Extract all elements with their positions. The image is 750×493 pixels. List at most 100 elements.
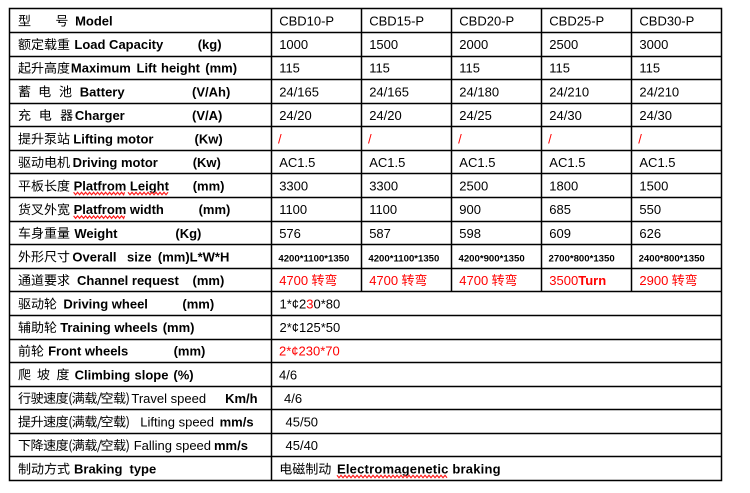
svg-text:3300: 3300 [369,179,398,194]
svg-text:(mm): (mm) [193,273,225,288]
svg-text:AC1.5: AC1.5 [459,155,495,170]
svg-text:1*¢230*80: 1*¢230*80 [280,297,341,312]
svg-text:/: / [548,131,552,146]
svg-text:24/165: 24/165 [369,84,409,99]
svg-text:24/25: 24/25 [459,108,492,123]
svg-text:/: / [458,131,462,146]
svg-text:Electromagenetic braking: Electromagenetic braking [337,462,501,477]
svg-text:115: 115 [369,61,390,76]
svg-text:24/20: 24/20 [279,108,312,123]
svg-text:24/210: 24/210 [639,84,679,99]
svg-text:1100: 1100 [369,202,397,217]
svg-text:Lifting motor: Lifting motor [73,131,153,146]
svg-text:(V/Ah): (V/Ah) [192,84,230,99]
svg-text:4700: 4700 [459,273,488,288]
svg-text:1000: 1000 [279,37,308,52]
svg-text:Weight: Weight [74,226,118,241]
svg-text:(mm): (mm) [163,320,195,335]
svg-text:4700: 4700 [279,273,308,288]
svg-text:AC1.5: AC1.5 [369,155,405,170]
svg-text:AC1.5: AC1.5 [549,155,585,170]
svg-text:Charger: Charger [75,108,125,123]
svg-text:Platfrom width: Platfrom width [74,202,164,217]
svg-text:4200*1100*1350: 4200*1100*1350 [278,253,349,264]
svg-text:3300: 3300 [279,179,308,194]
svg-text:24/30: 24/30 [549,108,582,123]
svg-text:24/210: 24/210 [549,84,589,99]
svg-text:2*¢230*70: 2*¢230*70 [279,344,340,359]
svg-text:Channel request: Channel request [77,273,180,288]
svg-text:115: 115 [549,61,570,76]
svg-text:mm/s: mm/s [220,414,254,429]
svg-text:1500: 1500 [639,179,668,194]
svg-text:CBD20-P: CBD20-P [459,14,514,29]
svg-text:609: 609 [549,226,571,241]
svg-text:115: 115 [459,61,480,76]
svg-text:Front wheels: Front wheels [48,344,128,359]
svg-text:/: / [278,131,282,146]
svg-text:24/165: 24/165 [279,84,319,99]
svg-text:Lift: Lift [137,61,158,76]
svg-text:Platfrom Leight: Platfrom Leight [74,179,170,194]
svg-text:type: type [130,462,157,477]
svg-text:/: / [368,131,372,146]
svg-text:(V/A): (V/A) [192,108,222,123]
svg-text:587: 587 [369,226,391,241]
svg-text:2700*800*1350: 2700*800*1350 [549,253,615,264]
svg-text:AC1.5: AC1.5 [639,155,675,170]
svg-text:45/40: 45/40 [286,438,319,453]
svg-text:576: 576 [279,226,301,241]
svg-text:Maximum: Maximum [71,61,131,76]
svg-text:(mm): (mm) [199,202,231,217]
svg-text:Lifting speed: Lifting speed [140,414,214,429]
svg-text:(Kw): (Kw) [195,131,223,146]
svg-text:(mm)L*W*H: (mm)L*W*H [158,249,230,264]
svg-text:1500: 1500 [369,37,398,52]
svg-text:Battery: Battery [80,84,126,99]
svg-text:Braking: Braking [74,462,122,477]
svg-text:24/30: 24/30 [639,108,672,123]
svg-text:900: 900 [459,202,481,217]
svg-text:24/180: 24/180 [459,84,499,99]
svg-text:4/6: 4/6 [284,391,302,406]
svg-text:4/6: 4/6 [279,367,297,382]
svg-text:(kg): (kg) [198,37,222,52]
svg-text:height: height [161,61,201,76]
svg-text:(mm): (mm) [205,61,237,76]
svg-text:2*¢125*50: 2*¢125*50 [280,320,341,335]
svg-text:size: size [127,249,152,264]
svg-text:Driving wheel: Driving wheel [63,297,148,312]
svg-text:CBD25-P: CBD25-P [549,14,604,29]
svg-text:(Kw): (Kw) [193,155,221,170]
svg-text:4200*900*1350: 4200*900*1350 [459,253,525,264]
svg-text:slope: slope [135,367,169,382]
svg-text:1800: 1800 [549,179,578,194]
svg-text:Travel speed: Travel speed [131,391,206,406]
svg-text:45/50: 45/50 [286,414,319,429]
svg-text:(%): (%) [173,367,193,382]
svg-text:626: 626 [639,226,661,241]
svg-text:Overall: Overall [72,249,116,264]
svg-text:(Kg): (Kg) [175,226,201,241]
svg-text:115: 115 [279,61,300,76]
svg-text:115: 115 [639,61,660,76]
svg-text:2500: 2500 [549,37,578,52]
svg-text:2400*800*1350: 2400*800*1350 [639,253,705,264]
svg-text:AC1.5: AC1.5 [279,155,315,170]
svg-text:2500: 2500 [459,179,488,194]
svg-text:CBD30-P: CBD30-P [639,14,694,29]
svg-text:3500Turn: 3500Turn [549,273,606,288]
svg-text:2000: 2000 [459,37,488,52]
svg-text:Training wheels: Training wheels [60,320,158,335]
svg-text:598: 598 [459,226,481,241]
svg-text:(mm): (mm) [193,179,225,194]
svg-text:1100: 1100 [279,202,307,217]
svg-text:(mm): (mm) [174,344,206,359]
svg-text:Falling speed: Falling speed [134,438,211,453]
svg-text:685: 685 [549,202,571,217]
svg-text:CBD10-P: CBD10-P [279,14,334,29]
svg-text:2900: 2900 [639,273,668,288]
svg-text:Climbing: Climbing [75,367,131,382]
svg-text:3000: 3000 [639,37,668,52]
svg-text:/: / [638,131,642,146]
